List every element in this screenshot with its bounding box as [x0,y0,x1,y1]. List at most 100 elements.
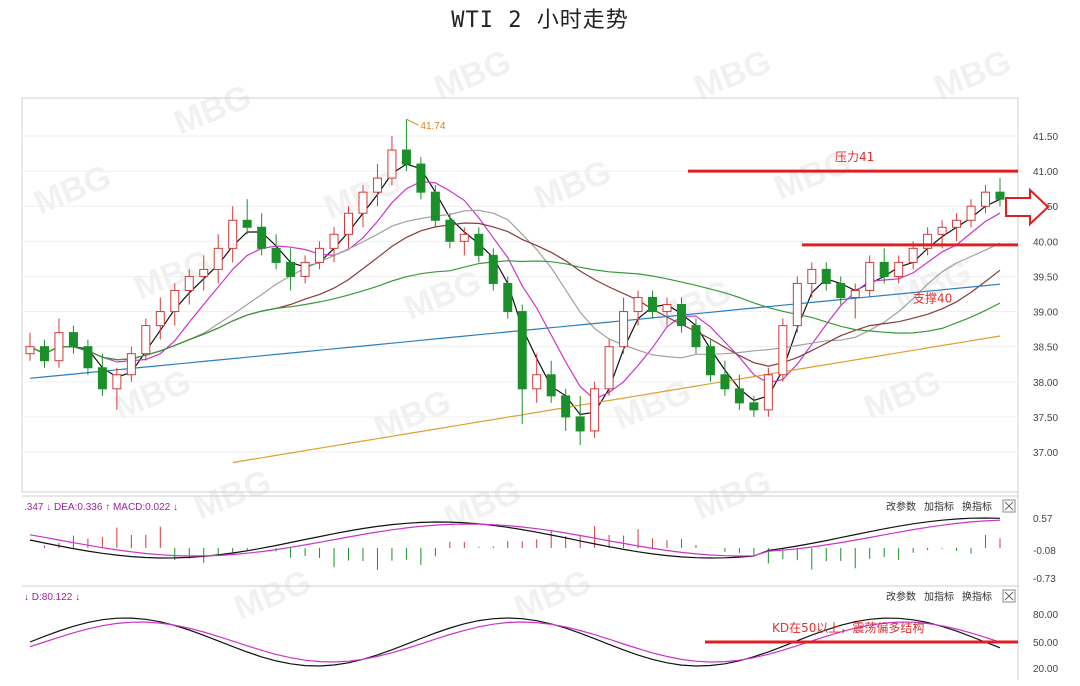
watermark-text: MBG [509,562,597,627]
macd-dea-line [29,519,1001,557]
ma-line-purple [29,180,1001,401]
candle-body [633,297,643,313]
candle-body [821,268,831,284]
candle-body [242,219,252,228]
candle-body [25,346,35,355]
candle-body [401,149,411,165]
candle-body [228,219,238,249]
candle-body [662,304,672,313]
candle-body [97,367,107,390]
candle-body [807,268,817,284]
price-tick-label: 40.00 [1033,237,1058,248]
candle-body [850,289,860,299]
macd-tick-label: 0.57 [1033,514,1053,525]
close-icon-glyph [1004,501,1014,511]
ma-line-green [29,260,1001,361]
candle-body [952,219,962,228]
candle-body [430,191,440,221]
watermark-text: MBG [109,362,197,427]
candle-body [372,177,382,193]
candle-body [286,261,296,277]
kdj-button-3[interactable]: 换指标 [962,590,992,603]
candle-body [517,311,527,390]
candle-body [170,289,180,313]
watermark-text: MBG [169,77,257,142]
candle-body [619,311,629,348]
candle-body [937,226,947,235]
macd-button-1[interactable]: 改参数 [886,500,916,513]
kdj-tick-label: 20.00 [1033,664,1058,675]
candle-body [575,416,585,432]
price-tick-label: 37.50 [1033,413,1058,424]
ma-line-blue [29,283,1001,379]
candle-body [763,374,773,411]
price-tick-label: 38.00 [1033,378,1058,389]
candle-body [879,261,889,277]
candle-body [199,268,209,277]
candle-body [329,233,339,249]
chart-title: WTI 2 小时走势 [451,8,629,33]
kdj-button-2[interactable]: 加指标 [924,590,954,603]
candle-body [300,261,310,277]
candle-body [981,191,991,207]
arrow-right-icon [1005,187,1050,227]
watermark-text: MBG [859,362,947,427]
watermark-text: MBG [229,562,317,627]
candle-body [720,374,730,390]
candle-body [546,374,556,397]
candle-body [126,353,136,376]
watermark-text: MBG [189,462,277,527]
high-price-label: 41.74 [420,121,445,132]
candle-body [39,346,49,362]
kdj-button-1[interactable]: 改参数 [886,590,916,603]
candle-body [590,388,600,432]
candle-body [344,212,354,235]
candle-body [749,402,759,411]
candle-body [778,325,788,376]
support-label: 支撑40 [913,290,952,305]
candle-body [648,297,658,313]
candle-body [112,374,122,390]
macd-button-3[interactable]: 换指标 [962,500,992,513]
candle-body [387,149,397,179]
close-icon-glyph [1004,591,1014,601]
candle-body [474,233,484,256]
macd-tick-label: -0.08 [1033,546,1056,557]
candle-body [691,325,701,348]
kdj-k-line [29,617,1001,667]
macd-dif-line [29,517,1001,559]
candle-body [734,388,744,404]
candle-body [315,247,325,263]
candle-body [604,346,614,390]
watermark-text: MBG [529,152,617,217]
price-tick-label: 38.50 [1033,343,1058,354]
price-tick-label: 39.50 [1033,272,1058,283]
price-tick-label: 39.00 [1033,308,1058,319]
candle-body [488,254,498,284]
macd-button-2[interactable]: 加指标 [924,500,954,513]
watermark-text: MBG [399,262,487,327]
candle-body [705,346,715,376]
watermark-text: MBG [689,462,777,527]
candle-body [416,163,426,193]
candle-body [676,304,686,327]
watermark-text: MBG [29,157,117,222]
candle-body [184,275,194,291]
kdj-header: ↓ D:80.122 ↓ [24,592,80,603]
kdj-tick-label: 50.00 [1033,638,1058,649]
candle-body [257,226,267,249]
candle-body [865,261,875,291]
candle-body [836,282,846,299]
candle-body [83,346,93,369]
candle-body [966,205,976,221]
kd-note-label: KD在50以上，震荡偏多结构 [772,620,924,635]
candle-body [995,191,1005,200]
candle-body [908,247,918,263]
kdj-tick-label: 80.00 [1033,610,1058,621]
price-tick-label: 41.50 [1033,132,1058,143]
candle-body [68,332,78,348]
candle-body [141,325,151,355]
candle-body [54,332,64,362]
candle-body [459,233,469,242]
